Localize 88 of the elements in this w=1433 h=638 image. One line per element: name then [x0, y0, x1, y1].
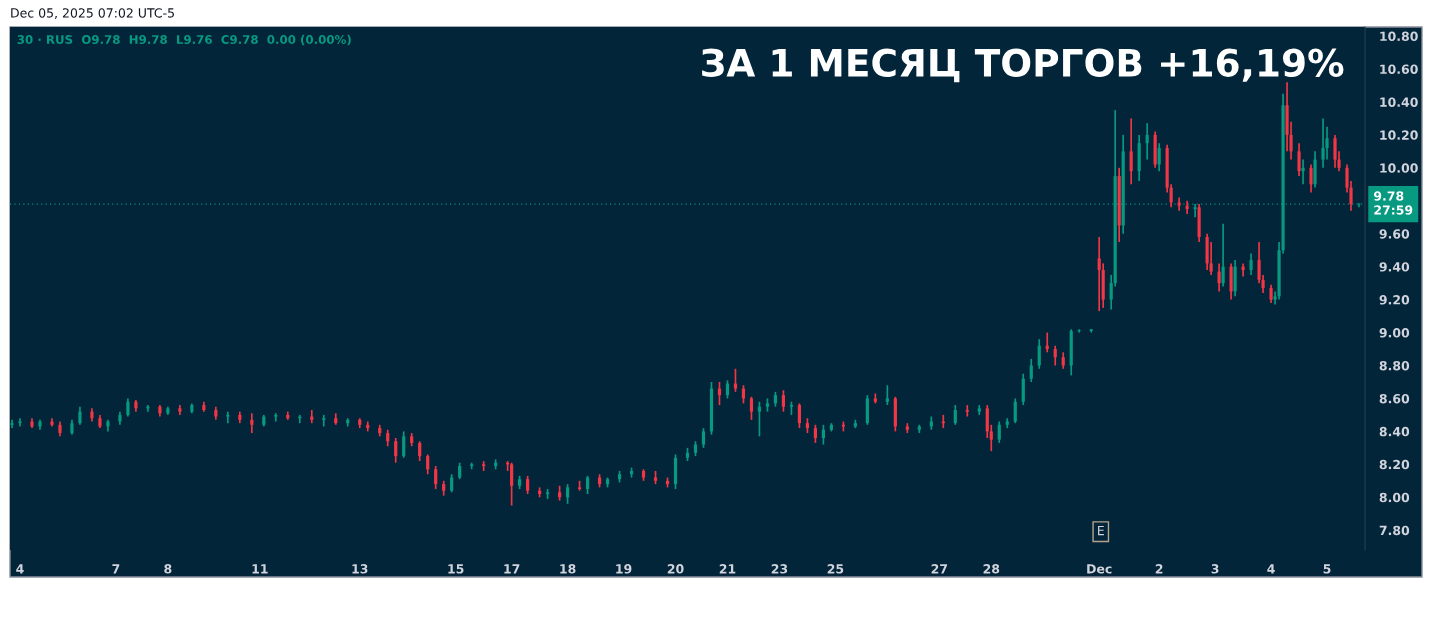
text: Dec 05, 2025 07:02 UTC-5 [11, 8, 174, 19]
candlestick [274, 412, 278, 423]
candlestick [797, 402, 802, 429]
x-tick-label: 21 [719, 564, 736, 574]
candlestick [1129, 117, 1133, 186]
y-tick-label: 10.80 [1380, 31, 1418, 41]
annotation: 30 · RUS O9.78 H9.78 L9.76 C9.78 0.00 (0.00%) [17, 34, 351, 46]
candlestick [1157, 142, 1161, 172]
x-tick-label: 15 [448, 564, 464, 574]
candlestick [1177, 196, 1181, 212]
x-tick-label: 27 [931, 564, 948, 574]
candlestick [434, 465, 438, 490]
candlestick [781, 389, 786, 413]
x-tick-label: 25 [827, 564, 844, 574]
y-tick-label: 8.80 [1379, 360, 1410, 371]
y-tick-label: 10.00 [1380, 163, 1418, 173]
candlestick [1029, 358, 1033, 383]
candlestick [1021, 372, 1025, 406]
candlestick [1301, 158, 1305, 186]
candlestick [749, 395, 754, 421]
x-tick-label: 28 [983, 564, 1000, 574]
candlestick [1037, 338, 1041, 370]
candlestick [997, 420, 1001, 444]
x-tick-label: 23 [771, 564, 788, 574]
candlestick [953, 404, 957, 426]
candlestick [1145, 122, 1149, 161]
candlestick [757, 400, 762, 438]
x-tick-label: 4 [1267, 564, 1275, 574]
x-tick-label: 2 [1155, 564, 1163, 574]
y-tick-label: 10.40 [1380, 97, 1418, 107]
x-tick-label: 17 [504, 564, 520, 574]
candlestick [1269, 283, 1273, 304]
x-tick-label: 11 [252, 564, 268, 574]
candlestick [426, 453, 430, 476]
x-tick-label: 4 [16, 564, 24, 574]
candlestick [1333, 134, 1337, 169]
candlestick [885, 384, 889, 406]
y-tick-label: 9.20 [1379, 295, 1410, 305]
x-tick-label: 8 [164, 564, 172, 574]
y-tick-label: 8.60 [1379, 393, 1410, 404]
candlestick [418, 440, 422, 462]
candlestick [1013, 397, 1017, 424]
candlestick [226, 410, 230, 424]
text: ЗА 1 МЕСЯЦ ТОРГОВ +16,19% [702, 48, 1344, 83]
x-tick-label: Dec [1087, 564, 1112, 574]
candlestick [510, 461, 514, 507]
y-tick-label: 9.60 [1379, 229, 1410, 239]
x-tick-label: 3 [1211, 564, 1219, 574]
candlestick [394, 437, 398, 464]
candlestick [1309, 163, 1313, 194]
candlestick [701, 427, 706, 449]
y-tick-label: 9.00 [1379, 328, 1410, 338]
y-tick-label: 10.20 [1380, 130, 1418, 140]
candlestick [526, 475, 530, 495]
y-tick-label: 9.40 [1379, 262, 1410, 272]
candlestick [1221, 223, 1225, 288]
y-tick-label: 7.80 [1379, 525, 1410, 536]
annotation: E [1098, 526, 1104, 536]
candlestick [1209, 241, 1213, 276]
candlestick [450, 473, 454, 494]
ref-line-label: 9.78 27:59 [1373, 191, 1413, 215]
x-tick-label: 13 [352, 564, 368, 574]
candlestick [1241, 262, 1245, 278]
candlestick [1053, 344, 1057, 367]
candlestick [1097, 236, 1101, 312]
x-tick-label: 19 [616, 564, 632, 574]
candlestick [813, 423, 817, 444]
candlestick [1077, 328, 1081, 334]
candlestick [965, 404, 969, 418]
y-tick-label: 8.40 [1379, 426, 1410, 437]
candlestick [126, 397, 130, 418]
x-tick-label: 18 [560, 564, 576, 574]
candlestick [402, 430, 406, 459]
candlestick [821, 423, 825, 446]
y-tick-label: 10.60 [1380, 64, 1418, 74]
candlestick [1249, 252, 1253, 276]
x-tick-label: 5 [1323, 564, 1331, 574]
candlestick [1321, 117, 1325, 169]
candlestick [565, 483, 570, 505]
x-tick-label: 20 [667, 564, 684, 574]
y-tick-label: 8.20 [1379, 459, 1410, 470]
candlestick [322, 414, 326, 428]
y-tick-label: 8.00 [1379, 492, 1410, 503]
candlestick [1297, 142, 1301, 177]
candlestick [250, 412, 254, 434]
candlestick [733, 367, 738, 393]
x-tick-label: 7 [112, 564, 120, 574]
candlestick [78, 405, 82, 426]
